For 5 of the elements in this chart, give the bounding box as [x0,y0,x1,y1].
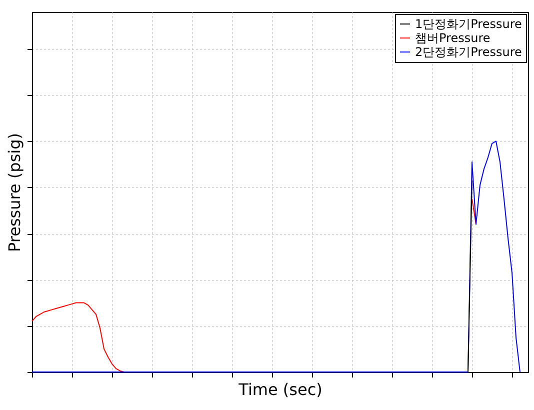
legend-label: 챔버Pressure [415,31,490,45]
legend-label: 1단정화기Pressure [415,17,522,31]
y-axis-title: Pressure (psig) [5,133,24,252]
legend-label: 2단정화기Pressure [415,45,522,59]
x-axis-title: Time (sec) [238,380,322,399]
